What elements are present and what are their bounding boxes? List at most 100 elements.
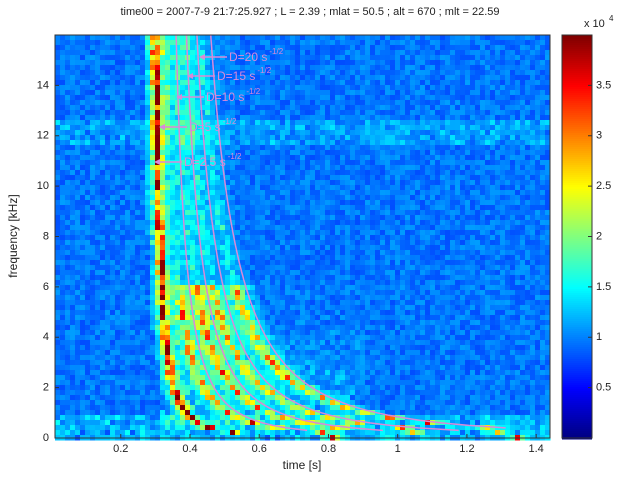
spectrogram-cell [465,80,471,86]
spectrogram-cell [515,195,521,201]
spectrogram-cell [255,225,261,231]
spectrogram-cell [490,170,496,176]
spectrogram-cell [445,245,451,251]
spectrogram-cell [165,85,171,91]
spectrogram-cell [345,35,351,41]
spectrogram-cell [270,85,276,91]
spectrogram-cell [240,260,246,266]
spectrogram-cell [100,185,106,191]
spectrogram-cell [485,65,491,71]
spectrogram-cell [335,165,341,171]
spectrogram-cell [120,245,126,251]
spectrogram-cell [100,145,106,151]
spectrogram-cell [510,230,516,236]
spectrogram-cell [400,65,406,71]
spectrogram-cell [480,190,486,196]
spectrogram-cell [460,75,466,81]
spectrogram-cell [270,245,276,251]
spectrogram-cell [160,55,166,61]
spectrogram-cell [275,165,281,171]
spectrogram-cell [315,245,321,251]
spectrogram-cell [255,280,261,286]
spectrogram-cell [105,55,111,61]
spectrogram-cell [275,175,281,181]
spectrogram-cell [540,260,546,266]
spectrogram-cell [80,210,86,216]
spectrogram-cell [300,270,306,276]
spectrogram-cell [460,275,466,281]
spectrogram-cell [485,115,491,121]
spectrogram-cell [275,270,281,276]
spectrogram-cell [450,105,456,111]
spectrogram-cell [530,60,536,66]
spectrogram-cell [505,220,511,226]
spectrogram-cell [100,105,106,111]
spectrogram-cell [140,115,146,121]
spectrogram-cell [505,170,511,176]
spectrogram-cell [235,145,241,151]
spectrogram-cell [160,185,166,191]
spectrogram-cell [285,265,291,271]
spectrogram-cell [130,35,136,41]
spectrogram-cell [270,90,276,96]
spectrogram-cell [105,40,111,46]
spectrogram-cell [485,215,491,221]
spectrogram-cell [350,165,356,171]
spectrogram-cell [245,130,251,136]
spectrogram-cell [465,95,471,101]
spectrogram-cell [520,250,526,256]
spectrogram-cell [290,245,296,251]
spectrogram-cell [345,265,351,271]
spectrogram-cell [495,125,501,131]
spectrogram-cell [385,225,391,231]
spectrogram-cell [160,130,166,136]
spectrogram-cell [170,50,176,56]
spectrogram-cell [200,80,206,86]
spectrogram-cell [510,240,516,246]
spectrogram-cell [490,220,496,226]
spectrogram-cell [235,150,241,156]
spectrogram-cell [230,120,236,126]
spectrogram-cell [70,220,76,226]
spectrogram-cell [365,280,371,286]
spectrogram-cell [270,255,276,261]
spectrogram-cell [385,220,391,226]
spectrogram-cell [140,55,146,61]
spectrogram-cell [540,235,546,241]
spectrogram-cell [465,235,471,241]
spectrogram-cell [180,240,186,246]
spectrogram-cell [495,275,501,281]
spectrogram-cell [155,260,161,266]
spectrogram-cell [490,135,496,141]
spectrogram-cell [155,215,161,221]
spectrogram-cell [415,60,421,66]
spectrogram-cell [440,270,446,276]
spectrogram-cell [80,130,86,136]
spectrogram-cell [85,110,91,116]
spectrogram-cell [290,125,296,131]
spectrogram-cell [420,170,426,176]
spectrogram-cell [290,110,296,116]
spectrogram-cell [95,45,101,51]
spectrogram-cell [220,255,226,261]
spectrogram-cell [55,120,61,126]
spectrogram-cell [300,145,306,151]
spectrogram-cell [205,100,211,106]
spectrogram-cell [390,255,396,261]
spectrogram-cell [340,35,346,41]
spectrogram-cell [280,165,286,171]
spectrogram-cell [365,95,371,101]
spectrogram-cell [135,225,141,231]
spectrogram-cell [490,230,496,236]
spectrogram-cell [470,130,476,136]
spectrogram-cell [215,235,221,241]
spectrogram-cell [320,275,326,281]
spectrogram-cell [475,65,481,71]
spectrogram-cell [105,115,111,121]
spectrogram-cell [400,90,406,96]
spectrogram-cell [175,245,181,251]
spectrogram-cell [255,80,261,86]
spectrogram-cell [205,140,211,146]
spectrogram-cell [480,230,486,236]
spectrogram-cell [315,135,321,141]
